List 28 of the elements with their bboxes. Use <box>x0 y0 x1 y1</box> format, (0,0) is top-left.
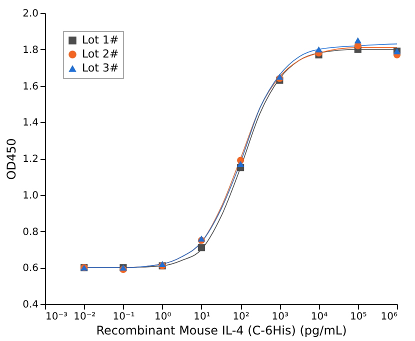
y-tick-label: 1.0 <box>22 190 38 202</box>
x-tick-label: 10⁰ <box>154 312 172 322</box>
x-tick-label: 10² <box>232 312 250 322</box>
y-tick-label: 0.4 <box>22 300 38 310</box>
y-tick-label: 1.8 <box>22 44 38 56</box>
y-tick-label: 1.2 <box>22 154 38 165</box>
legend-label: Lot 1# <box>82 34 119 46</box>
y-tick-label: 1.4 <box>22 118 38 129</box>
y-tick-label: 1.6 <box>22 81 38 92</box>
x-axis-title: Recombinant Mouse IL-4 (C-6His) (pg/mL) <box>96 324 347 338</box>
point <box>198 244 205 252</box>
y-axis-title: OD450 <box>4 138 19 180</box>
point <box>315 46 322 52</box>
x-tick-label: 10⁶ <box>380 312 398 322</box>
legend-label: Lot 2# <box>82 48 119 60</box>
y-tick-label: 0.6 <box>22 263 38 274</box>
x-tick-label: 10⁵ <box>350 312 367 322</box>
x-tick-label: 10⁻¹ <box>112 312 135 322</box>
y-tick-label: 2.0 <box>22 8 38 20</box>
point <box>354 37 362 44</box>
x-tick-label: 10⁴ <box>310 312 328 322</box>
point <box>237 160 244 168</box>
y-tick-label: 0.8 <box>22 226 38 238</box>
x-tick-label: 10¹ <box>194 312 210 322</box>
legend-label: Lot 3# <box>82 62 119 74</box>
x-tick-label: 10⁻² <box>74 312 96 322</box>
x-tick-label: 10³ <box>272 312 289 322</box>
x-tick-label: 10⁻³ <box>46 312 68 322</box>
